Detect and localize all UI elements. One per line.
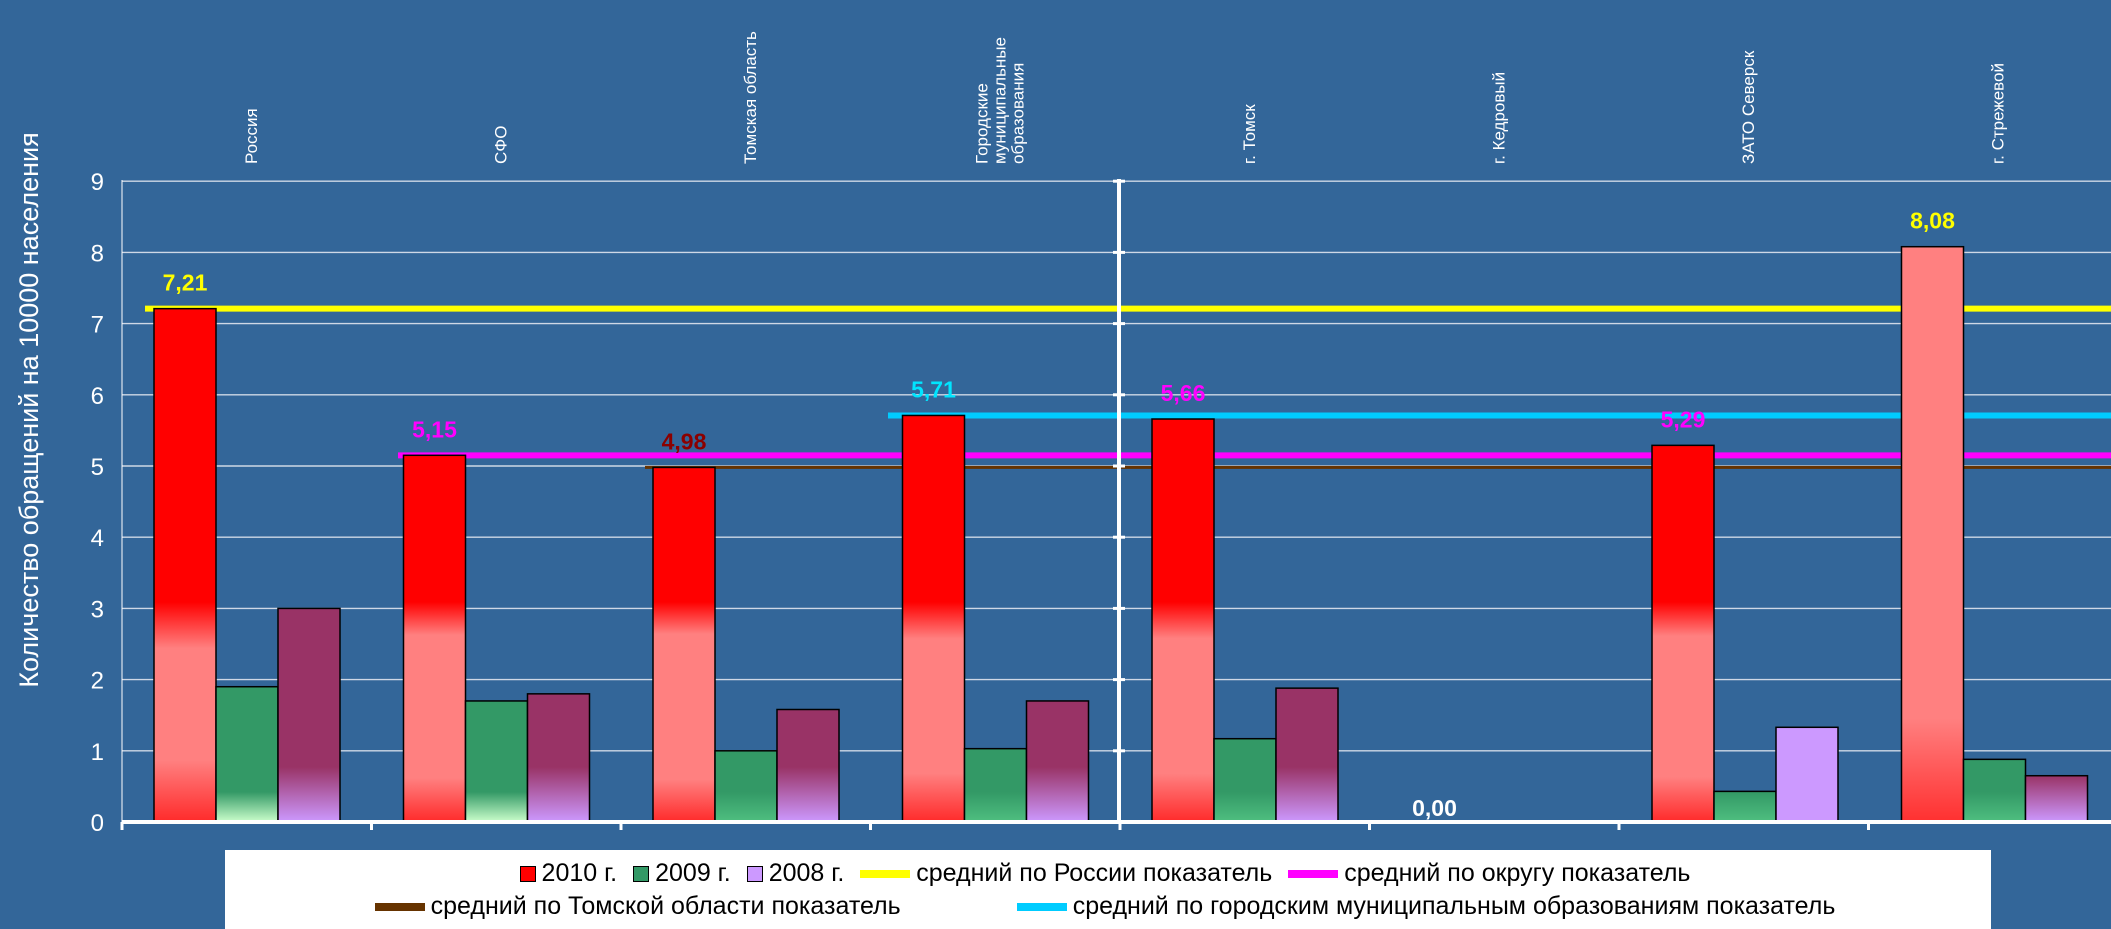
data-label: 7,21	[163, 270, 208, 296]
category-label: Россия	[242, 108, 261, 164]
bar-2009-4	[1213, 737, 1277, 823]
legend-label-gmo-avg: средний по городским муниципальным образ…	[1072, 892, 1836, 920]
data-label: 8,08	[1910, 208, 1955, 234]
legend-swatch-gmo-avg	[1016, 902, 1067, 911]
legend-item-gmo-avg: средний по городским муниципальным образ…	[1016, 892, 1836, 921]
y-tick-label: 0	[91, 810, 104, 837]
bar-2010-4	[1151, 418, 1215, 823]
bar-2010-1	[402, 454, 467, 823]
category-label: муниципальные	[990, 37, 1009, 164]
bar-2009-7	[1962, 758, 2027, 823]
legend-label-tomsk-avg: средний по Томской области показатель	[430, 892, 901, 920]
bar-2008-1	[526, 693, 591, 823]
y-tick-label: 7	[91, 312, 104, 339]
bar-2009-2	[714, 750, 778, 823]
bar-2009-3	[963, 747, 1028, 823]
legend-item-2009: 2009 г.	[633, 859, 731, 888]
legend-swatch-tomsk-avg	[374, 902, 425, 911]
category-label: Городские	[972, 83, 991, 164]
data-label: 4,98	[662, 428, 707, 454]
bar-2010-2	[652, 466, 716, 823]
legend-item-tomsk-avg: средний по Томской области показатель	[374, 892, 901, 921]
data-label: 0,00	[1412, 795, 1457, 821]
legend-label-2010: 2010 г.	[541, 859, 618, 887]
bar-2008-4	[1275, 687, 1339, 823]
legend-label-2008: 2008 г.	[768, 859, 845, 887]
y-tick-label: 2	[91, 668, 104, 695]
category-label: г. Томск	[1240, 104, 1259, 164]
legend-item-russia-avg: средний по России показатель	[860, 859, 1272, 888]
legend-swatch-2010	[519, 865, 536, 882]
legend: 2010 г. 2009 г. 2008 г. средний по Росси…	[225, 850, 1991, 929]
legend-swatch-okrug-avg	[1288, 869, 1339, 878]
y-tick-label: 6	[91, 383, 104, 410]
legend-label-okrug-avg: средний по округу показатель	[1344, 859, 1691, 887]
category-label: ЗАТО Северск	[1739, 50, 1758, 164]
data-label: 5,29	[1661, 406, 1706, 432]
legend-swatch-russia-avg	[860, 869, 911, 878]
category-label: г. Стрежевой	[1988, 63, 2007, 164]
legend-item-2008: 2008 г.	[746, 859, 845, 888]
data-label: 5,15	[412, 416, 457, 442]
legend-swatch-2009	[633, 865, 650, 882]
y-tick-label: 1	[91, 739, 104, 766]
bar-2008-6	[1775, 726, 1839, 823]
labels: 0 1 2 3 4 5 6 7 8 9 7,21 Россия 5,15 СФО 4,98 Томская о…	[91, 31, 2008, 837]
category-label: г. Кедровый	[1489, 72, 1508, 164]
y-tick-label: 3	[91, 596, 104, 623]
y-tick-label: 4	[91, 525, 104, 552]
legend-item-2010: 2010 г.	[519, 859, 618, 888]
bar-2008-7	[2024, 774, 2089, 823]
bars	[153, 245, 2089, 823]
bar-2010-0	[153, 307, 217, 823]
legend-swatch-2008	[746, 865, 763, 882]
reference-lines	[145, 305, 2111, 469]
y-axis-label: Количество обращений на 10000 населения	[14, 132, 44, 687]
data-label: 5,71	[911, 376, 956, 402]
bar-2008-0	[277, 607, 341, 823]
bar-2008-2	[776, 708, 840, 823]
category-label: СФО	[491, 126, 510, 164]
bar-2008-3	[1025, 700, 1090, 823]
bar-2009-6	[1713, 790, 1777, 823]
legend-item-okrug-avg: средний по округу показатель	[1288, 859, 1690, 888]
data-label: 5,66	[1161, 380, 1206, 406]
bar-2009-1	[464, 700, 529, 823]
bar-2010-7	[1900, 245, 1965, 823]
legend-label-russia-avg: средний по России показатель	[916, 859, 1273, 887]
bar-2010-3	[901, 414, 966, 823]
y-tick-label: 8	[91, 240, 104, 267]
y-tick-label: 9	[91, 169, 104, 196]
bar-2009-0	[215, 685, 279, 823]
legend-label-2009: 2009 г.	[655, 859, 731, 887]
y-tick-label: 5	[91, 454, 104, 481]
category-label: Томская область	[741, 31, 760, 164]
axes	[120, 179, 2111, 830]
bar-2010-6	[1651, 444, 1715, 823]
category-label: образования	[1008, 63, 1027, 164]
